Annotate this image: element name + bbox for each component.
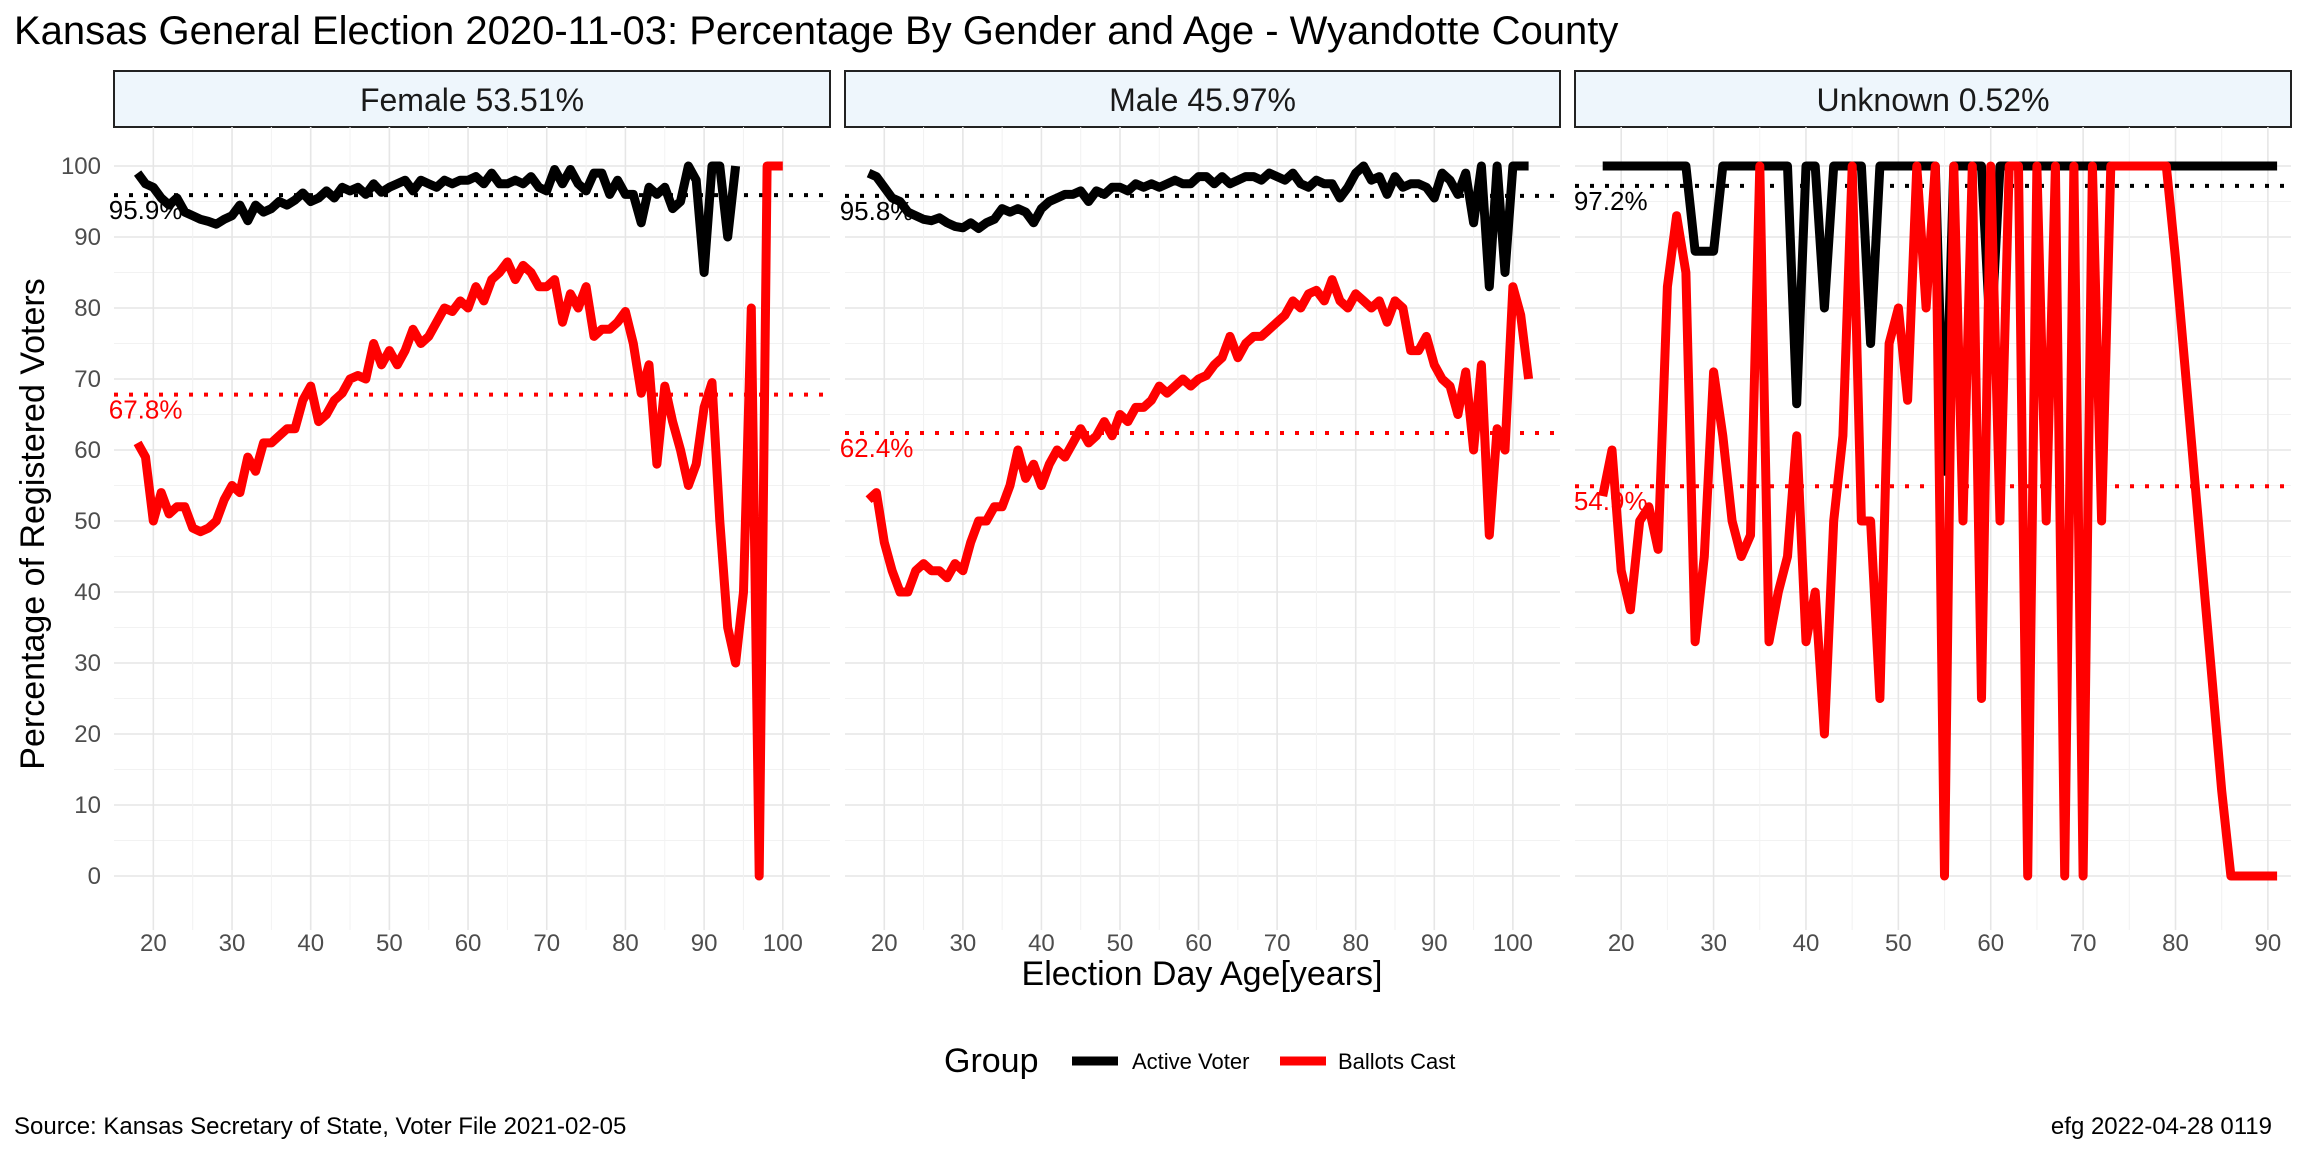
facet-strip-label: Unknown 0.52%	[1816, 82, 2049, 118]
x-tick-label: 70	[1264, 930, 1291, 957]
facet-strip-label: Female 53.51%	[360, 82, 584, 118]
x-tick-label: 90	[2255, 930, 2282, 957]
x-tick-label: 80	[612, 930, 639, 957]
x-tick-label: 20	[871, 930, 898, 957]
ballots-cast-mean-label: 67.8%	[109, 395, 183, 425]
active-voter-mean-label: 95.8%	[840, 196, 914, 226]
x-axis-label: Election Day Age[years]	[1022, 955, 1383, 993]
y-tick-label: 60	[74, 437, 101, 464]
x-tick-label: 90	[1421, 930, 1448, 957]
facet-strip-label: Male 45.97%	[1109, 82, 1296, 118]
active-voter-line	[866, 161, 1529, 292]
x-tick-label: 70	[2070, 930, 2097, 957]
x-tick-label: 40	[297, 930, 324, 957]
x-tick-label: 20	[1608, 930, 1635, 957]
legend-label-ballots: Ballots Cast	[1338, 1049, 1455, 1074]
ballots-cast-line	[133, 161, 783, 881]
x-tick-label: 40	[1028, 930, 1055, 957]
ballots-cast-mean-label: 62.4%	[840, 433, 914, 463]
x-tick-label: 30	[1700, 930, 1727, 957]
facet-strip	[844, 70, 1561, 128]
legend-label-active: Active Voter	[1132, 1049, 1249, 1074]
y-tick-label: 50	[74, 508, 101, 535]
facet-strip	[1574, 70, 2292, 128]
y-tick-label: 40	[74, 579, 101, 606]
x-tick-label: 60	[455, 930, 482, 957]
source-caption: Source: Kansas Secretary of State, Voter…	[14, 1113, 626, 1140]
legend: Group Active Voter Ballots Cast	[944, 1042, 1455, 1080]
y-axis-label: Percentage of Registered Voters	[14, 278, 52, 769]
active-voter-mean-label: 97.2%	[1574, 186, 1648, 216]
y-tick-label: 0	[88, 863, 101, 890]
x-tick-label: 90	[691, 930, 718, 957]
y-tick-label: 20	[74, 721, 101, 748]
y-tick-label: 80	[74, 295, 101, 322]
facet-strip	[113, 70, 831, 128]
facet-panel: Female 53.51% 20 30 40 50 60 70 80 90 100 0 10 20 30 4…	[61, 70, 831, 957]
facet-panel: Unknown 0.52% 20 30 40 50 60 70 80 90 97.2% 54.9%	[1574, 70, 2292, 957]
x-tick-label: 80	[2162, 930, 2189, 957]
ballots-cast-line	[865, 275, 1534, 597]
y-tick-label: 10	[74, 792, 101, 819]
x-tick-label: 50	[1885, 930, 1912, 957]
y-tick-label: 100	[61, 153, 101, 180]
legend-title: Group	[944, 1042, 1039, 1080]
y-tick-label: 90	[74, 224, 101, 251]
x-tick-label: 20	[140, 930, 167, 957]
x-tick-label: 60	[1977, 930, 2004, 957]
x-tick-label: 30	[950, 930, 977, 957]
ballots-cast-mean-label: 54.9%	[1574, 486, 1648, 516]
ballots-cast-line	[1598, 161, 2278, 881]
x-tick-label: 50	[1107, 930, 1134, 957]
x-tick-label: 60	[1185, 930, 1212, 957]
y-tick-label: 30	[74, 650, 101, 677]
x-tick-label: 100	[763, 930, 803, 957]
x-tick-label: 70	[533, 930, 560, 957]
x-tick-label: 100	[1493, 930, 1533, 957]
chart-title: Kansas General Election 2020-11-03: Perc…	[14, 9, 1618, 53]
y-tick-label: 70	[74, 366, 101, 393]
active-voter-mean-label: 95.9%	[109, 195, 183, 225]
active-voter-line	[133, 161, 741, 277]
x-tick-label: 40	[1793, 930, 1820, 957]
facet-panel: Male 45.97% 20 30 40 50 60 70 80 90 100 95.8% 62.4%	[840, 70, 1561, 957]
panels-layer: Female 53.51% 20 30 40 50 60 70 80 90 100 0 10 20 30 4…	[61, 70, 2292, 957]
x-tick-label: 80	[1342, 930, 1369, 957]
credit-caption: efg 2022-04-28 0119	[2051, 1113, 2272, 1140]
x-tick-label: 30	[219, 930, 246, 957]
x-tick-label: 50	[376, 930, 403, 957]
